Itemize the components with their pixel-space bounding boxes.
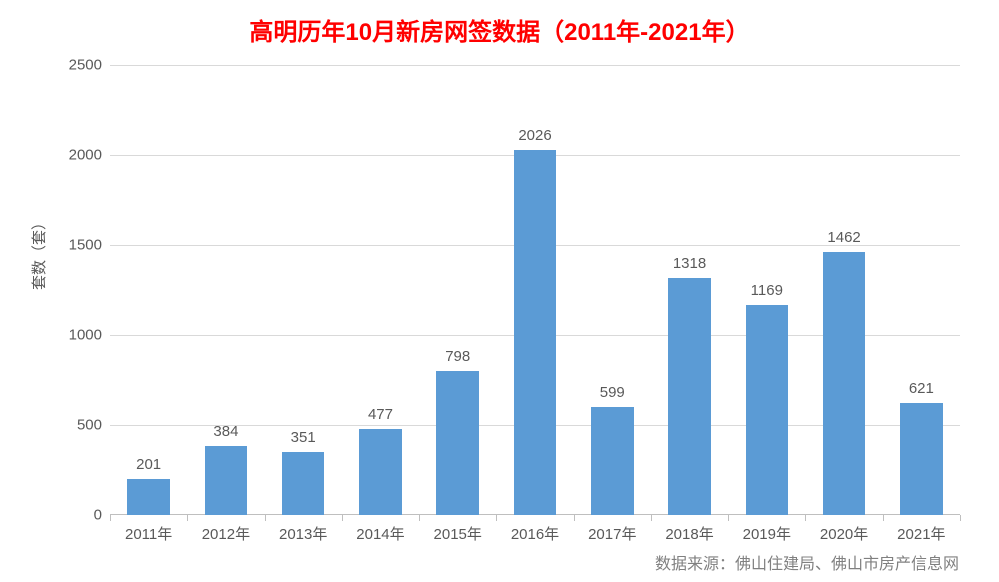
bar-value-label: 201 — [136, 456, 161, 473]
x-tick-label: 2017年 — [588, 523, 636, 544]
x-tick-mark — [960, 515, 961, 521]
x-tick-mark — [496, 515, 497, 521]
bar: 384 — [205, 446, 248, 515]
data-source: 数据来源：佛山住建局、佛山市房产信息网 — [655, 550, 959, 574]
bar-value-label: 351 — [291, 429, 316, 446]
x-tick-mark — [265, 515, 266, 521]
x-tick-mark — [651, 515, 652, 521]
bar: 1318 — [668, 278, 711, 515]
bar-value-label: 621 — [909, 380, 934, 397]
x-tick-label: 2018年 — [665, 523, 713, 544]
y-tick-label: 0 — [94, 507, 102, 524]
x-tick-mark — [728, 515, 729, 521]
y-axis-label: 套数（套） — [28, 215, 49, 290]
x-tick-mark — [805, 515, 806, 521]
x-tick-mark — [419, 515, 420, 521]
x-tick-label: 2015年 — [434, 523, 482, 544]
bar-value-label: 1462 — [827, 229, 860, 246]
bar-value-label: 798 — [445, 348, 470, 365]
x-tick-mark — [342, 515, 343, 521]
x-tick-label: 2019年 — [743, 523, 791, 544]
bar-value-label: 477 — [368, 406, 393, 423]
x-tick-label: 2011年 — [125, 523, 172, 544]
y-tick-label: 2000 — [69, 147, 102, 164]
x-tick-mark — [883, 515, 884, 521]
bar: 1462 — [823, 252, 866, 515]
x-tick-mark — [187, 515, 188, 521]
x-tick-label: 2016年 — [511, 523, 559, 544]
bar: 599 — [591, 407, 634, 515]
bar-value-label: 2026 — [518, 127, 551, 144]
x-tick-label: 2012年 — [202, 523, 250, 544]
y-tick-label: 1000 — [69, 327, 102, 344]
x-tick-mark — [574, 515, 575, 521]
x-tick-label: 2020年 — [820, 523, 868, 544]
y-gridline — [110, 65, 960, 66]
chart-title: 高明历年10月新房网签数据（2011年-2021年） — [0, 12, 999, 47]
bar-value-label: 1318 — [673, 255, 706, 272]
bar: 351 — [282, 452, 325, 515]
bar-value-label: 1169 — [751, 282, 783, 299]
x-tick-mark — [110, 515, 111, 521]
bar: 621 — [900, 403, 943, 515]
y-tick-label: 2500 — [69, 57, 102, 74]
y-tick-label: 500 — [77, 417, 102, 434]
bar-value-label: 599 — [600, 384, 625, 401]
y-tick-label: 1500 — [69, 237, 102, 254]
x-tick-label: 2014年 — [356, 523, 404, 544]
bar-value-label: 384 — [213, 423, 238, 440]
bar: 1169 — [746, 305, 789, 515]
x-tick-label: 2013年 — [279, 523, 327, 544]
bar: 2026 — [514, 150, 557, 515]
bar: 477 — [359, 429, 402, 515]
x-tick-label: 2021年 — [897, 523, 945, 544]
plot-area: 050010001500200025002012011年3842012年3512… — [110, 65, 960, 515]
bar: 201 — [127, 479, 170, 515]
bar: 798 — [436, 371, 479, 515]
chart-container: 高明历年10月新房网签数据（2011年-2021年） 套数（套） 0 500 100… — [0, 0, 999, 582]
